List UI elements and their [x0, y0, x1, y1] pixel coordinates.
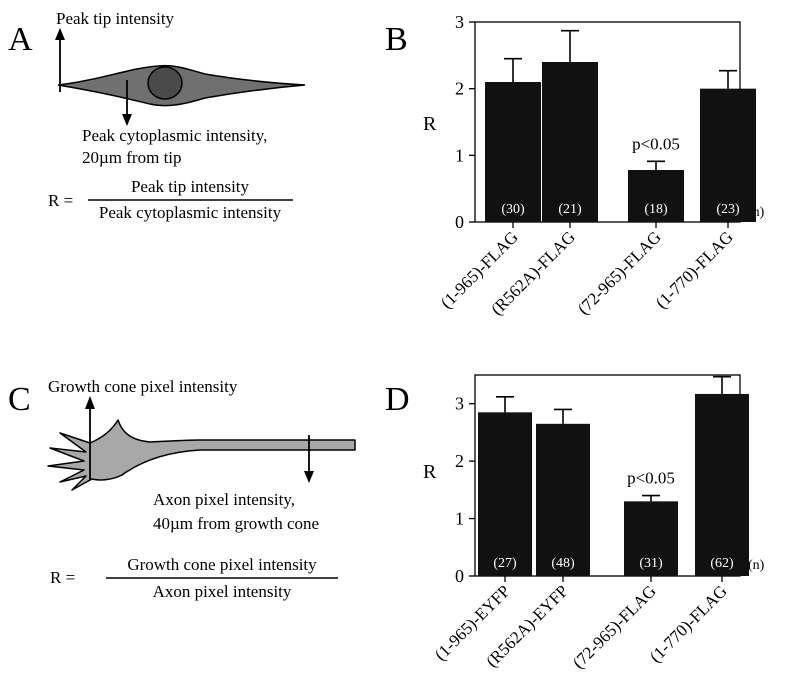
chart-b-n-label: (18) — [644, 202, 668, 217]
ratio-numerator: Peak tip intensity — [131, 177, 250, 196]
chart-b-category-label: (1-770)-FLAG — [652, 227, 737, 312]
chart-b-pvalue-annotation: p<0.05 — [632, 134, 680, 153]
chart-b-bar — [485, 82, 541, 222]
chart-b-bar — [628, 170, 684, 222]
nucleus-shape — [147, 66, 183, 100]
chart-d-bar — [624, 501, 678, 576]
cyto-label-line1: Peak cytoplasmic intensity, — [82, 126, 267, 145]
chart-b-ytick-label: 1 — [455, 145, 464, 165]
chart-d-n-unit: (n) — [748, 558, 765, 573]
chart-b-ytick-label: 3 — [455, 12, 464, 32]
chart-b-n-label: (23) — [716, 202, 740, 217]
cyto-arrow-head — [122, 114, 132, 126]
chart-d-ytick-label: 3 — [455, 394, 464, 414]
chart-d-bar — [695, 393, 749, 576]
axon-label-line2: 40µm from growth cone — [153, 514, 319, 533]
chart-b-n-label: (21) — [558, 202, 582, 217]
ratio-c-denominator: Axon pixel intensity — [153, 582, 292, 601]
cyto-label-line2: 20µm from tip — [82, 148, 182, 167]
panel-c: C Growth cone pixel intensity Axon pixel… — [8, 377, 356, 601]
ratio-r-eq: R = — [48, 191, 73, 210]
chart-d-n-label: (31) — [639, 556, 663, 571]
chart-d-n-label: (27) — [493, 556, 517, 571]
growth-cone-shape — [47, 419, 356, 491]
gc-label: Growth cone pixel intensity — [48, 377, 238, 396]
ratio-c-r-eq: R = — [50, 568, 75, 587]
chart-b-category-label: (72-965)-FLAG — [574, 227, 665, 318]
panel-a-letter: A — [8, 21, 33, 58]
peak-tip-label: Peak tip intensity — [56, 9, 175, 28]
chart-b-n-label: (30) — [501, 202, 525, 217]
panel-c-letter: C — [8, 381, 31, 418]
chart-b-bar — [542, 62, 598, 222]
chart-d-ytick-label: 0 — [455, 566, 464, 586]
axon-arrow-head — [304, 471, 314, 483]
gc-arrow-head — [85, 396, 95, 409]
panel-a: A Peak tip intensity Peak cytoplasmic in… — [8, 9, 306, 222]
chart-d-bar — [478, 412, 532, 576]
ratio-denominator: Peak cytoplasmic intensity — [99, 203, 282, 222]
tip-arrow-head — [55, 28, 65, 40]
chart-d-ylabel: R — [423, 461, 437, 483]
chart-d-pvalue-annotation: p<0.05 — [627, 469, 675, 488]
chart-b-ytick-label: 2 — [455, 79, 464, 99]
chart-d-bar — [536, 423, 590, 576]
chart-b-bar — [700, 88, 756, 223]
chart-d: D R (n) 0123(27)(1-965)-EYFP(48)(R562A)-… — [385, 374, 765, 672]
chart-d-ytick-label: 1 — [455, 509, 464, 529]
chart-d-n-label: (48) — [551, 556, 575, 571]
ratio-c-numerator: Growth cone pixel intensity — [127, 555, 317, 574]
panel-d-letter: D — [385, 381, 410, 418]
chart-d-ytick-label: 2 — [455, 451, 464, 471]
chart-b-ylabel: R — [423, 113, 437, 135]
chart-d-category-label: (72-965)-FLAG — [569, 581, 660, 672]
panel-b-letter: B — [385, 21, 408, 58]
axon-label-line1: Axon pixel intensity, — [153, 490, 295, 509]
chart-b-ytick-label: 0 — [455, 212, 464, 232]
chart-b: B R (n) 0123(30)(1-965)-FLAG(21)(R562A)-… — [385, 12, 765, 319]
chart-d-n-label: (62) — [710, 556, 734, 571]
